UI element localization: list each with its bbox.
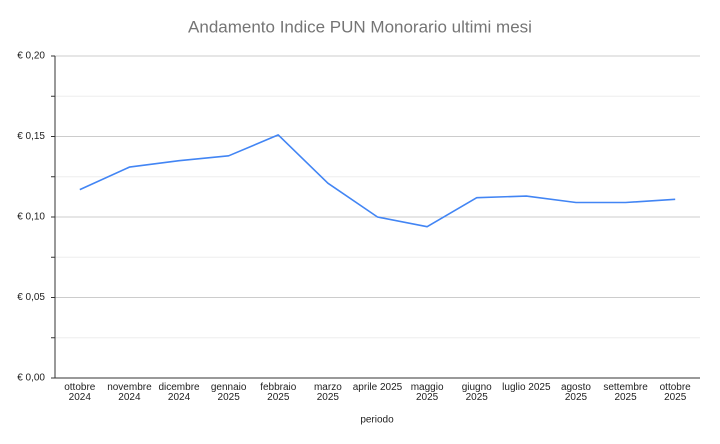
chart-title: Andamento Indice PUN Monorario ultimi me… xyxy=(188,17,532,36)
x-tick-label: settembre 2025 xyxy=(603,382,648,403)
x-tick-label: ottobre 2024 xyxy=(64,382,96,403)
x-tick-label: giugno 2025 xyxy=(461,382,492,403)
y-tick-label: € 0,05 xyxy=(17,292,45,303)
data-line xyxy=(79,134,676,228)
x-tick-label: marzo 2025 xyxy=(313,382,342,403)
x-tick-label: novembre 2024 xyxy=(107,382,152,403)
x-tick-label: gennaio 2025 xyxy=(210,382,247,403)
x-tick-label: luglio 2025 xyxy=(502,382,551,393)
x-tick-label: ottobre 2025 xyxy=(659,382,691,403)
x-tick-label: aprile 2025 xyxy=(352,382,403,393)
y-tick-label: € 0,00 xyxy=(17,373,45,384)
y-tick-label: € 0,10 xyxy=(17,212,45,223)
y-tick-label: € 0,15 xyxy=(17,131,45,142)
y-tick-label: € 0,20 xyxy=(17,51,45,62)
x-tick-label: febbraio 2025 xyxy=(260,382,297,403)
x-tick-label: dicembre 2024 xyxy=(158,382,200,403)
x-tick-label: agosto 2025 xyxy=(560,382,591,403)
x-tick-label: maggio 2025 xyxy=(410,382,444,403)
x-axis-label: periodo xyxy=(360,415,394,426)
